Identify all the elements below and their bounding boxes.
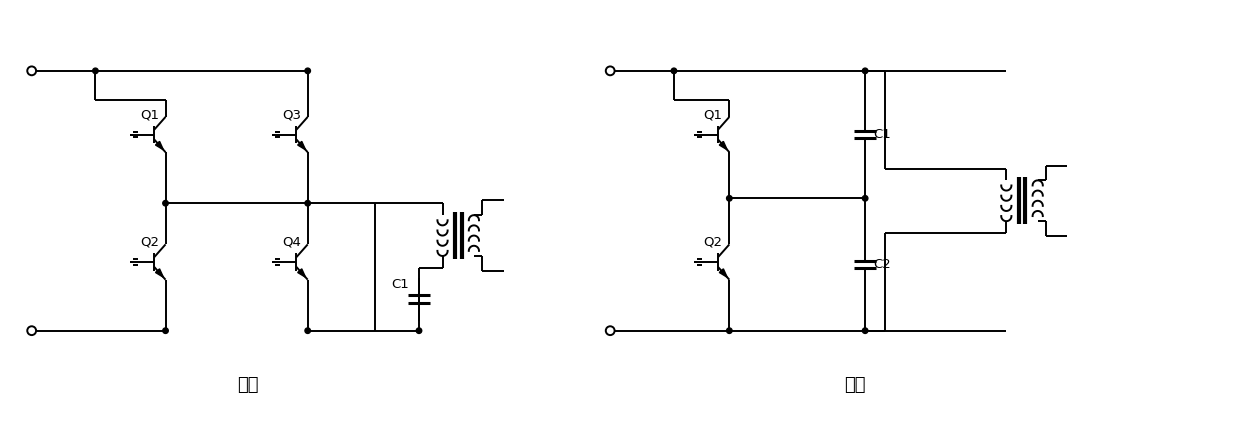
Circle shape xyxy=(305,68,310,74)
Circle shape xyxy=(417,328,422,333)
Text: Q2: Q2 xyxy=(703,236,723,249)
Text: C2: C2 xyxy=(873,258,890,271)
Circle shape xyxy=(305,200,310,206)
Text: Q1: Q1 xyxy=(140,108,159,122)
Polygon shape xyxy=(719,141,727,150)
Circle shape xyxy=(93,68,98,74)
Text: 全桥: 全桥 xyxy=(237,376,258,394)
Circle shape xyxy=(862,328,868,333)
Circle shape xyxy=(727,328,732,333)
Circle shape xyxy=(162,200,169,206)
Circle shape xyxy=(727,196,732,201)
Polygon shape xyxy=(298,269,305,277)
Text: Q4: Q4 xyxy=(281,236,301,249)
Circle shape xyxy=(862,196,868,201)
Text: C1: C1 xyxy=(392,278,409,291)
Polygon shape xyxy=(155,141,164,150)
Text: Q2: Q2 xyxy=(140,236,159,249)
Text: C1: C1 xyxy=(873,128,890,141)
Circle shape xyxy=(162,328,169,333)
Circle shape xyxy=(305,328,310,333)
Text: 半桥: 半桥 xyxy=(844,376,866,394)
Circle shape xyxy=(671,68,677,74)
Text: Q1: Q1 xyxy=(703,108,723,122)
Polygon shape xyxy=(155,269,164,277)
Polygon shape xyxy=(298,141,305,150)
Text: Q3: Q3 xyxy=(281,108,301,122)
Circle shape xyxy=(862,68,868,74)
Polygon shape xyxy=(719,269,727,277)
